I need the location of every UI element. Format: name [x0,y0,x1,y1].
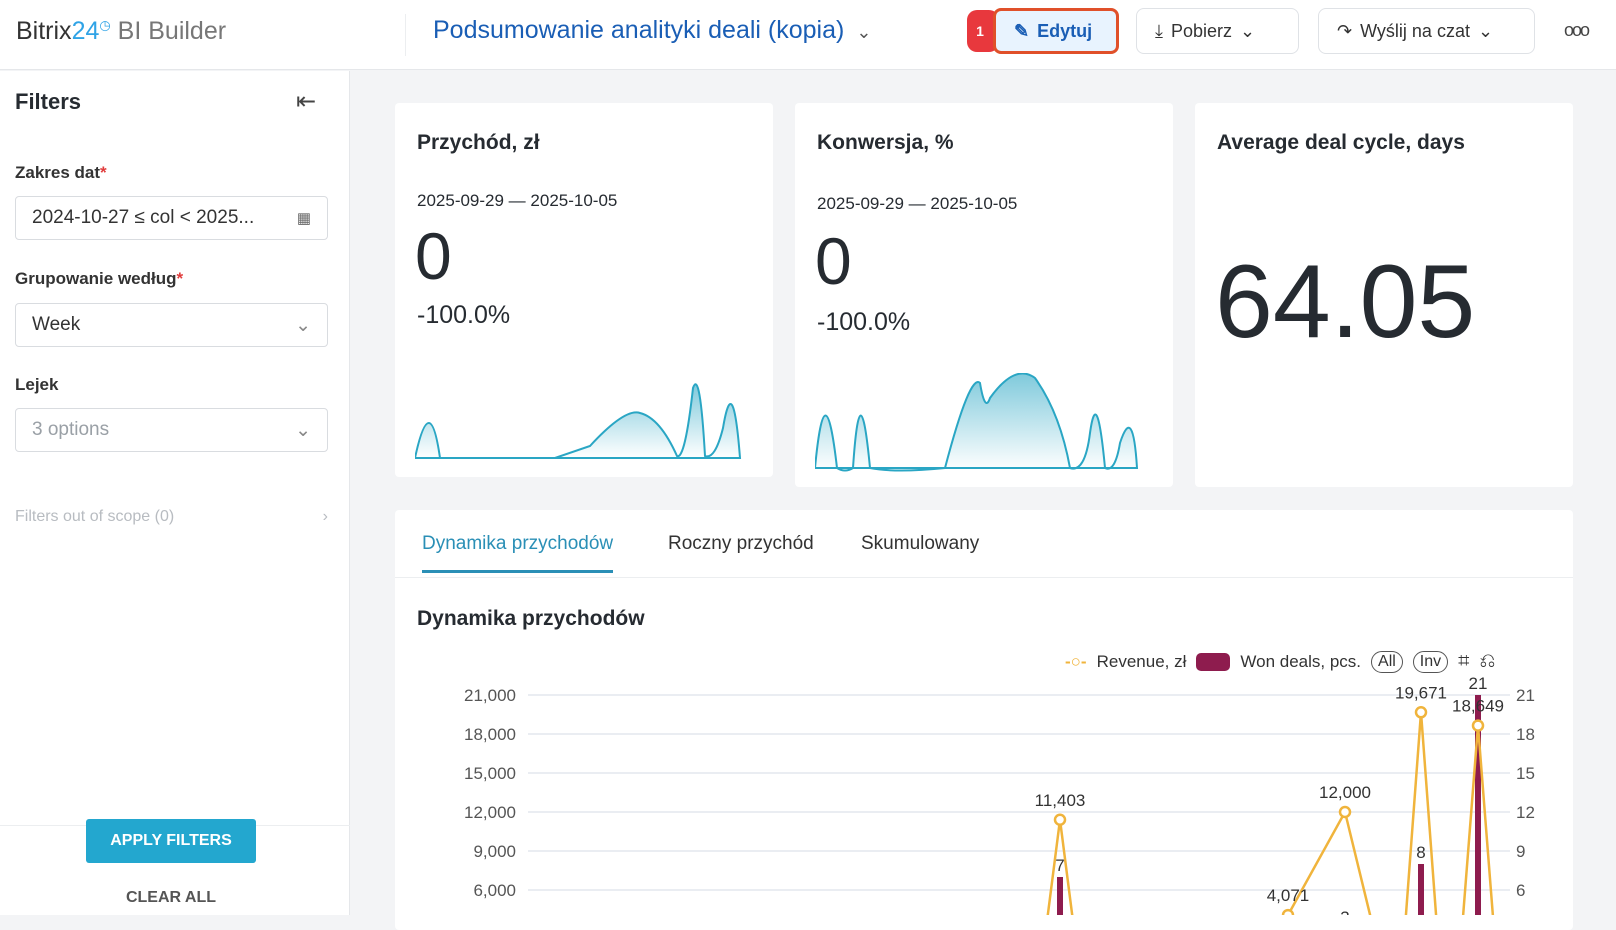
change-percent: -100.0% [417,301,511,329]
y-tick-right: 21 [1516,686,1535,705]
y-tick-left: 6,000 [473,881,516,900]
divider [405,14,406,56]
tab-annual-revenue[interactable]: Roczny przychód [668,533,814,554]
chart-title: Dynamika przychodów [417,607,645,630]
revenue-label: 11,403 [1035,791,1086,810]
share-icon: ↷ [1337,20,1353,41]
card-title: Przychód, zł [417,131,540,154]
filters-out-of-scope[interactable]: Filters out of scope (0) › [15,508,328,525]
clear-all-button[interactable]: CLEAR ALL [125,889,217,906]
send-to-chat-button[interactable]: ↷ Wyślij na czat ⌄ [1318,8,1535,54]
bar-won-deals [1475,695,1481,915]
y-tick-left: 18,000 [464,725,516,744]
filters-title: Filters [15,89,82,114]
change-percent: -100.0% [817,308,911,336]
tab-bar: Dynamika przychodów Roczny przychód Skum… [395,510,1573,578]
zoom-reset-icon[interactable]: ⎌ [1479,650,1496,672]
y-tick-right: 18 [1516,725,1535,744]
download-button[interactable]: ⤓ Pobierz ⌄ [1136,8,1299,54]
tab-revenue-dynamics[interactable]: Dynamika przychodów [422,533,614,573]
logo[interactable]: Bitrix24◷ BI Builder [16,17,227,45]
conversion-card: Konwersja, % 2025-09-29 — 2025-10-05 0 -… [795,103,1173,487]
calendar-icon: ▦ [296,210,311,227]
bar-won-deals [1057,877,1063,915]
legend-revenue[interactable]: Revenue, zł [1096,651,1187,671]
revenue-label: 18,649 [1452,697,1504,716]
revenue-label: 19,671 [1395,683,1447,702]
revenue-point [1338,805,1352,819]
top-bar: Bitrix24◷ BI Builder Podsumowanie analit… [0,0,1616,70]
chart-panel: Dynamika przychodów Roczny przychód Skum… [395,510,1573,930]
sparkline [415,383,742,459]
big-number: 0 [415,219,452,293]
dashboard-title-dropdown[interactable]: Podsumowanie analityki deali (kopia) ⌄ [433,16,872,44]
y-tick-right: 6 [1516,881,1525,900]
bar-label: 8 [1416,843,1425,862]
zoom-select-icon[interactable]: ⌗ [1458,650,1470,672]
funnel-select[interactable]: 3 options ⌄ [15,408,328,452]
y-tick-left: 9,000 [473,842,516,861]
y-tick-right: 15 [1516,764,1535,783]
y-tick-right: 9 [1516,842,1525,861]
chevron-down-icon: ⌄ [1477,20,1494,41]
bar-label: 7 [1055,856,1064,875]
more-icon[interactable]: ooo [1564,20,1590,40]
bar-label: 21 [1469,674,1488,693]
chevron-down-icon: ⌄ [1240,20,1256,41]
revenue-point [1053,813,1067,827]
apply-filters-button[interactable]: APPLY FILTERS [86,819,256,863]
date-range: 2025-09-29 — 2025-10-05 [817,194,1018,213]
y-tick-left: 12,000 [464,803,516,822]
deal-cycle-card: Average deal cycle, days 64.05 [1195,103,1573,487]
legend-won-deals[interactable]: Won deals, pcs. [1240,651,1362,671]
y-tick-left: 15,000 [464,764,516,783]
revenue-label: 12,000 [1319,783,1371,802]
chevron-down-icon: ⌄ [295,419,311,441]
grouping-label: Grupowanie według* [15,269,184,288]
download-icon: ⤓ [1155,20,1163,41]
date-range-input[interactable]: 2024-10-27 ≤ col < 2025... ▦ [15,196,328,240]
date-range: 2025-09-29 — 2025-10-05 [417,191,618,210]
card-title: Average deal cycle, days [1217,131,1465,154]
revenue-point [1414,706,1428,719]
chevron-right-icon: › [322,508,328,525]
chevron-down-icon: ⌄ [295,314,311,336]
big-number: 0 [815,224,852,298]
grouping-select[interactable]: Week ⌄ [15,303,328,347]
y-tick-left: 21,000 [464,686,516,705]
filters-sidebar: Filters ⇤ Zakres dat* 2024-10-27 ≤ col <… [0,71,350,915]
revenue-card: Przychód, zł 2025-09-29 — 2025-10-05 0 -… [395,103,773,477]
collapse-icon[interactable]: ⇤ [296,88,317,115]
revenue-line [1046,712,1495,915]
edit-button[interactable]: ✎ Edytuj [993,8,1119,54]
funnel-label: Lejek [15,375,59,394]
chart-legend: -○- Revenue, zł Won deals, pcs. All Inv ⌗… [1065,650,1495,673]
revenue-point [1281,908,1295,915]
legend-line-icon: -○- [1065,651,1087,671]
tab-cumulative[interactable]: Skumulowany [861,533,980,554]
bar-label: 3 [1340,908,1349,915]
legend-all-button[interactable]: All [1371,650,1403,673]
big-number: 64.05 [1215,244,1476,360]
sparkline [815,373,1139,472]
y-tick-right: 12 [1516,803,1535,822]
card-title: Konwersja, % [817,131,954,154]
legend-bar-icon [1196,652,1231,671]
bar-won-deals [1418,864,1424,915]
pencil-icon: ✎ [1014,20,1030,41]
chevron-down-icon: ⌄ [856,22,872,42]
date-range-label: Zakres dat* [15,163,107,182]
revenue-point [1471,719,1485,732]
revenue-label: 4,071 [1267,886,1310,905]
legend-invert-button[interactable]: Inv [1412,650,1449,673]
